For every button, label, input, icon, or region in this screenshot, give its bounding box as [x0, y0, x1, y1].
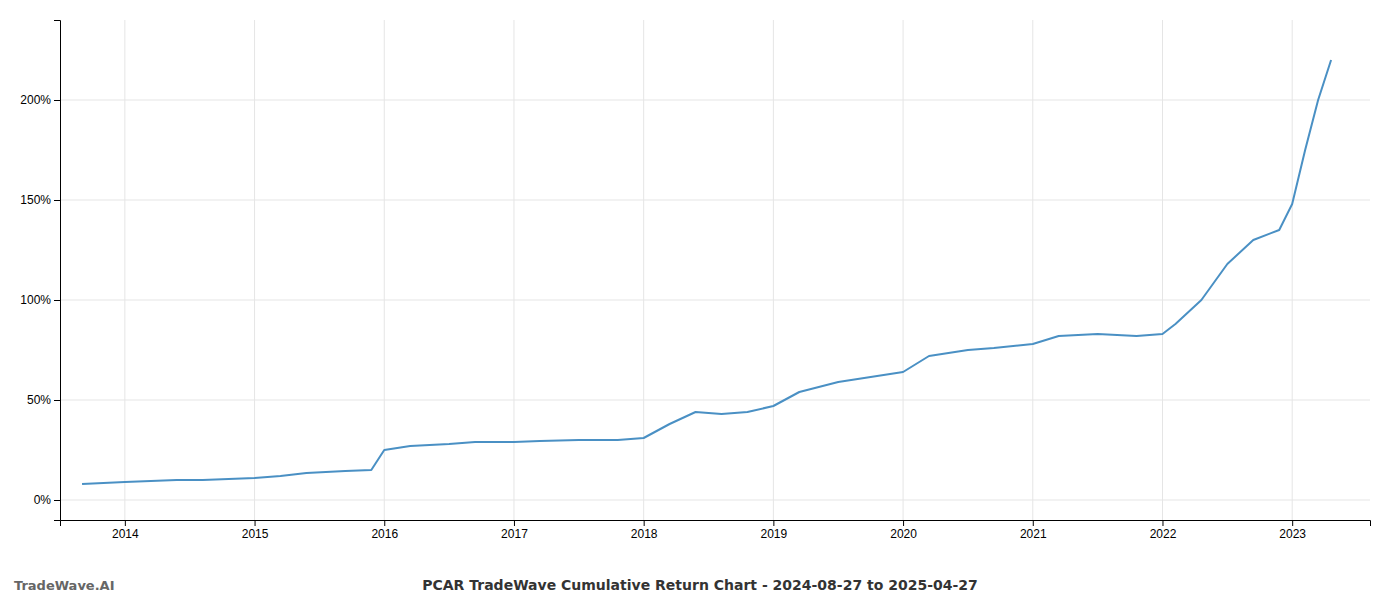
x-axis-line	[61, 521, 1371, 527]
grid-line-x	[513, 20, 514, 520]
y-tick: 100%	[20, 293, 60, 307]
grid-line-x	[1292, 20, 1293, 520]
x-tick-mark	[255, 520, 256, 526]
x-tick-mark	[773, 520, 774, 526]
title: PCAR TradeWave Cumulative Return Chart -…	[422, 577, 978, 593]
x-tick: 2016	[371, 520, 398, 541]
y-tick-mark	[54, 400, 60, 401]
y-tick-mark	[54, 100, 60, 101]
y-tick-mark	[54, 200, 60, 201]
x-tick-label: 2021	[1020, 527, 1047, 541]
grid-line-y	[60, 300, 1370, 301]
grid-line-x	[1032, 20, 1033, 520]
grid-line-x	[643, 20, 644, 520]
x-tick-label: 2017	[501, 527, 528, 541]
x-tick-label: 2023	[1279, 527, 1306, 541]
grid-line-y	[60, 400, 1370, 401]
x-axis: 2014 2015 2016 2017 2018 2019 2020 2021 2022 2023	[61, 520, 1371, 541]
x-tick-mark	[514, 520, 515, 526]
y-axis-line	[54, 21, 61, 521]
y-axis: 0% 50% 100% 150% 200%	[20, 21, 60, 521]
grid-line-y	[60, 100, 1370, 101]
grid-line-x	[773, 20, 774, 520]
y-tick-mark	[54, 300, 60, 301]
x-tick-mark	[384, 520, 385, 526]
chart: 2014 2015 2016 2017 2018 2019 2020 2021 2022 2023…	[0, 0, 1400, 600]
x-tick: 2019	[761, 520, 788, 541]
y-tick-label: 50%	[27, 393, 51, 407]
x-tick-mark	[1033, 520, 1034, 526]
y-tick: 200%	[20, 93, 60, 107]
plot-area	[82, 60, 1331, 484]
x-tick-label: 2014	[112, 527, 139, 541]
grid-line-x	[903, 20, 904, 520]
line	[82, 60, 1331, 484]
x-tick-label: 2022	[1150, 527, 1177, 541]
x-tick-label: 2018	[631, 527, 658, 541]
grid-line-y	[60, 500, 1370, 501]
grid-line-x	[124, 20, 125, 520]
x-tick-label: 2015	[242, 527, 269, 541]
y-tick: 0%	[34, 493, 60, 507]
grid-line-y	[60, 200, 1370, 201]
x-tick-mark	[1162, 520, 1163, 526]
x-tick-label: 2016	[371, 527, 398, 541]
watermark: TradeWave.AI	[14, 578, 115, 593]
x-tick: 2023	[1279, 520, 1306, 541]
x-tick: 2017	[501, 520, 528, 541]
x-tick: 2014	[112, 520, 139, 541]
grid-line-x	[254, 20, 255, 520]
y-tick-label: 0%	[34, 493, 52, 507]
y-tick-label: 150%	[20, 193, 51, 207]
x-tick: 2022	[1150, 520, 1177, 541]
y-tick-label: 100%	[20, 293, 51, 307]
grid-line-x	[384, 20, 385, 520]
grid	[60, 20, 1370, 520]
x-tick-label: 2019	[761, 527, 788, 541]
x-tick: 2015	[242, 520, 269, 541]
x-tick: 2018	[631, 520, 658, 541]
x-tick: 2020	[890, 520, 917, 541]
x-tick-mark	[903, 520, 904, 526]
y-tick-label: 200%	[20, 93, 51, 107]
grid-line-x	[1162, 20, 1163, 520]
y-tick-mark	[54, 500, 60, 501]
y-tick: 50%	[27, 393, 60, 407]
x-tick-label: 2020	[890, 527, 917, 541]
x-tick-mark	[1292, 520, 1293, 526]
x-tick: 2021	[1020, 520, 1047, 541]
x-tick-mark	[644, 520, 645, 526]
x-tick-mark	[125, 520, 126, 526]
y-tick: 150%	[20, 193, 60, 207]
